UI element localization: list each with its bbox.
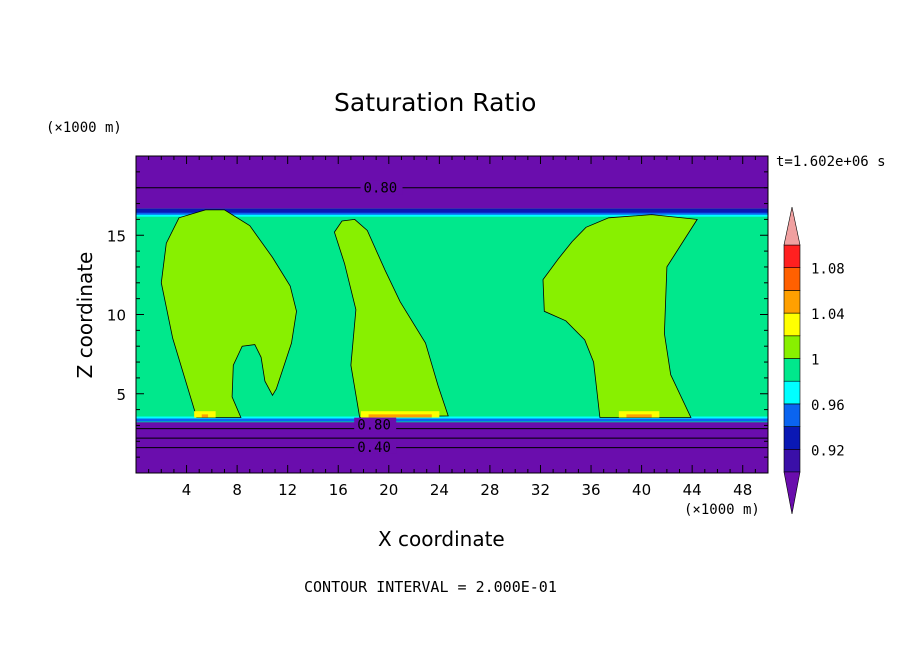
bottom-gradient-band: [136, 418, 768, 422]
x-tick-label: 36: [581, 481, 600, 499]
contour-label-bg: [354, 439, 397, 454]
top-gradient-band: [136, 214, 768, 217]
time-label: t=1.602e+06 s: [776, 154, 886, 170]
contour-interval-note: CONTOUR INTERVAL = 2.000E-01: [304, 578, 557, 596]
high-saturation-patch: [201, 414, 209, 418]
bottom-gradient-band: [136, 416, 768, 420]
high-saturation-patch: [360, 411, 440, 418]
x-axis-label: X coordinate: [378, 527, 505, 551]
high-saturation-patch: [626, 414, 652, 418]
colorbar-tick-label: 0.96: [811, 398, 845, 414]
x-tick-label: 40: [632, 481, 651, 499]
colorbar-box: [783, 358, 801, 382]
x-tick-label: 20: [379, 481, 398, 499]
colorbar-tick-label: 1: [811, 353, 819, 369]
x-tick-label: 48: [733, 481, 752, 499]
colorbar-box: [783, 426, 801, 450]
colorbar-min-arrow: [783, 471, 801, 515]
colorbar-box: [783, 335, 801, 359]
colorbar-tick-label: 1.08: [811, 262, 845, 278]
x-tick-label: 24: [430, 481, 449, 499]
x-tick-label: 12: [278, 481, 297, 499]
colorbar-box: [783, 290, 801, 314]
x-tick-label: 8: [232, 481, 242, 499]
x-tick-label: 16: [329, 481, 348, 499]
x-tick-label: 4: [182, 481, 192, 499]
high-saturation-patch: [618, 411, 660, 418]
colorbar-box: [783, 267, 801, 291]
supersaturated-plume-1: [160, 209, 297, 418]
y-tick-label: 5: [116, 386, 126, 404]
chart-title: Saturation Ratio: [334, 88, 537, 117]
contour-label-bg: [360, 180, 403, 195]
x-tick-label: 32: [531, 481, 550, 499]
contour-label: 0.40: [357, 440, 391, 456]
contour-label: 0.80: [357, 418, 391, 434]
contour-label-bg: [354, 417, 397, 432]
x-tick-label: 28: [480, 481, 499, 499]
high-saturation-patch: [368, 414, 432, 418]
supersaturated-plume-2: [333, 218, 449, 418]
top-dry-layer: [136, 156, 768, 209]
colorbar-max-arrow: [783, 206, 801, 246]
y-unit-label: (×1000 m): [46, 120, 122, 136]
y-tick-label: 10: [107, 307, 126, 325]
top-gradient-band: [136, 208, 768, 214]
colorbar-tick-label: 1.04: [811, 307, 845, 323]
x-tick-label: 44: [683, 481, 702, 499]
supersaturated-plume-3: [542, 214, 698, 418]
top-gradient-band: [136, 212, 768, 216]
colorbar-box: [783, 380, 801, 405]
contour-label: 0.80: [364, 181, 398, 197]
colorbar-box: [783, 312, 801, 337]
colorbar-tick-label: 0.92: [811, 443, 845, 459]
colorbar-box: [783, 448, 801, 473]
y-axis-label: Z coordinate: [73, 251, 97, 379]
colorbar-box: [783, 244, 801, 269]
y-tick-label: 15: [107, 227, 126, 245]
high-saturation-patch: [194, 411, 216, 418]
colorbar-box: [783, 403, 801, 427]
x-unit-label: (×1000 m): [684, 502, 760, 518]
